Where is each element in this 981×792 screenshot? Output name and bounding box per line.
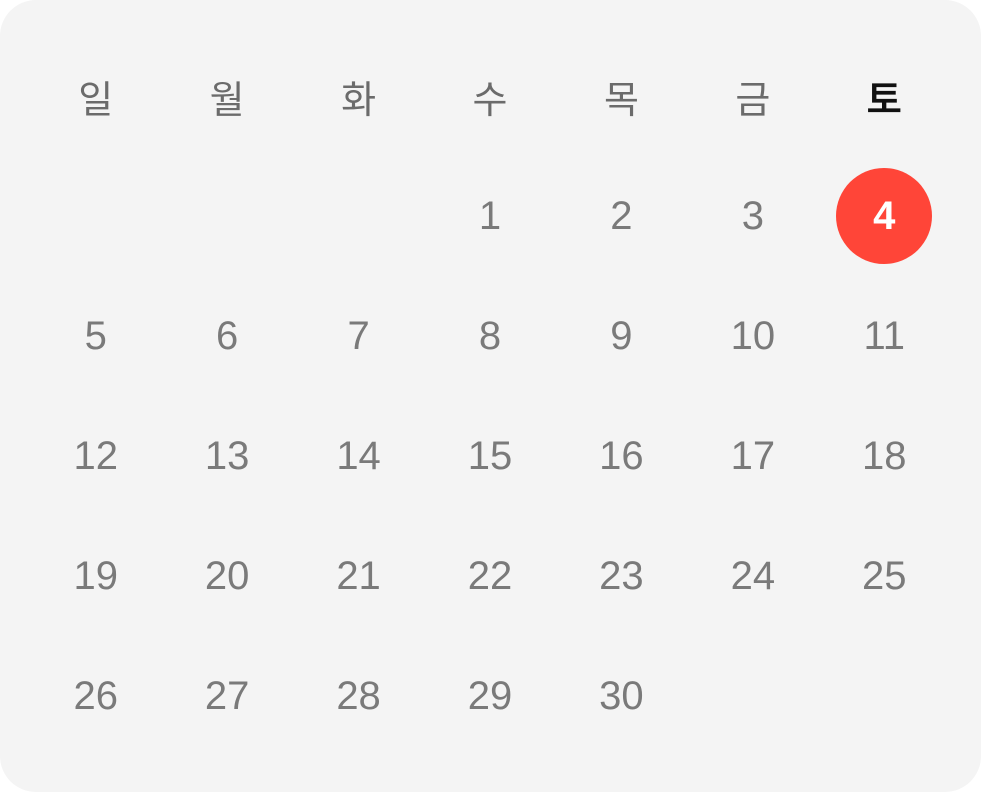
day-number: 18 — [862, 433, 907, 478]
day-cell[interactable]: 28 — [293, 636, 424, 756]
day-cell[interactable]: 21 — [293, 516, 424, 636]
day-number — [48, 168, 144, 264]
day-cell[interactable]: 24 — [687, 516, 818, 636]
weekday-friday: 금 — [735, 77, 771, 122]
day-cell-empty — [161, 156, 292, 276]
day-number: 17 — [730, 433, 776, 478]
day-number — [705, 648, 801, 744]
day-cell[interactable]: 2 — [556, 156, 687, 276]
day-number: 20 — [204, 553, 250, 598]
day-cell[interactable]: 29 — [424, 636, 555, 756]
weekday-monday: 월 — [209, 77, 245, 122]
day-cell[interactable]: 8 — [424, 276, 555, 396]
day-cell[interactable]: 9 — [556, 276, 687, 396]
day-number: 13 — [204, 433, 250, 478]
day-number: 5 — [84, 313, 107, 358]
day-cell[interactable]: 5 — [30, 276, 161, 396]
day-number: 30 — [599, 673, 644, 718]
day-cell[interactable]: 16 — [556, 396, 687, 516]
weekday-header: 일 월 화 수 목 금 토 — [30, 60, 950, 132]
day-cell[interactable]: 27 — [161, 636, 292, 756]
day-cell[interactable]: 15 — [424, 396, 555, 516]
day-grid: 1 2 3 4 5 6 7 8 9 10 11 12 13 14 15 16 1… — [30, 156, 950, 756]
day-number: 1 — [478, 193, 502, 238]
day-cell[interactable]: 20 — [161, 516, 292, 636]
day-number: 3 — [741, 193, 764, 238]
day-cell[interactable]: 17 — [687, 396, 818, 516]
day-cell[interactable]: 6 — [161, 276, 292, 396]
today-day-number: 4 — [836, 168, 933, 264]
day-cell[interactable]: 12 — [30, 396, 161, 516]
day-number: 2 — [610, 193, 633, 238]
weekday-saturday: 토 — [866, 77, 902, 122]
day-cell[interactable]: 3 — [687, 156, 818, 276]
weekday-wednesday: 수 — [472, 77, 508, 122]
day-number: 11 — [863, 313, 906, 358]
day-number: 29 — [467, 673, 513, 718]
day-cell[interactable]: 7 — [293, 276, 424, 396]
day-cell[interactable]: 25 — [819, 516, 950, 636]
day-cell[interactable]: 18 — [819, 396, 950, 516]
day-number — [179, 168, 275, 264]
day-cell[interactable]: 10 — [687, 276, 818, 396]
day-number: 26 — [73, 673, 118, 718]
day-number — [311, 168, 407, 264]
day-cell[interactable]: 19 — [30, 516, 161, 636]
day-number: 23 — [599, 553, 644, 598]
day-number: 28 — [336, 673, 381, 718]
day-number: 10 — [730, 313, 776, 358]
day-cell[interactable]: 23 — [556, 516, 687, 636]
day-cell-empty — [30, 156, 161, 276]
day-number: 27 — [204, 673, 250, 718]
day-number: 22 — [467, 553, 513, 598]
day-number: 7 — [347, 313, 370, 358]
day-cell[interactable]: 30 — [556, 636, 687, 756]
day-number: 25 — [862, 553, 907, 598]
day-number — [836, 648, 932, 744]
day-number: 16 — [599, 433, 644, 478]
day-number: 12 — [73, 433, 118, 478]
day-cell[interactable]: 26 — [30, 636, 161, 756]
day-cell[interactable]: 14 — [293, 396, 424, 516]
day-cell[interactable]: 13 — [161, 396, 292, 516]
day-cell-empty — [293, 156, 424, 276]
day-number: 21 — [336, 553, 381, 598]
weekday-tuesday: 화 — [341, 77, 377, 122]
day-number: 15 — [467, 433, 513, 478]
day-cell-today[interactable]: 4 — [819, 156, 950, 276]
day-number: 6 — [216, 313, 239, 358]
weekday-thursday: 목 — [603, 77, 639, 122]
day-number: 14 — [336, 433, 381, 478]
day-cell-empty — [819, 636, 950, 756]
day-number: 9 — [610, 313, 633, 358]
day-cell[interactable]: 11 — [819, 276, 950, 396]
day-cell-empty — [687, 636, 818, 756]
weekday-sunday: 일 — [78, 77, 114, 122]
day-cell[interactable]: 1 — [424, 156, 555, 276]
day-cell[interactable]: 22 — [424, 516, 555, 636]
day-number: 19 — [73, 553, 118, 598]
day-number: 24 — [730, 553, 776, 598]
day-number: 8 — [478, 313, 502, 358]
